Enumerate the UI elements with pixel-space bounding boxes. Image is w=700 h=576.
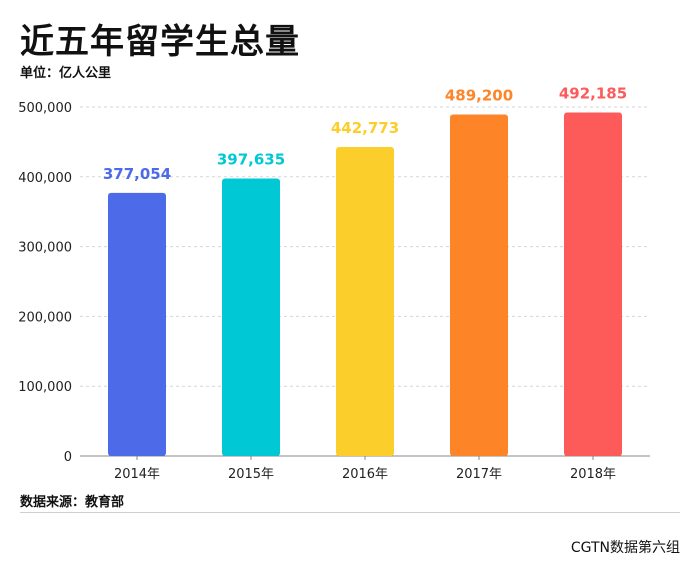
x-tick-label: 2018年 (570, 467, 616, 482)
data-label: 489,200 (445, 87, 513, 105)
y-tick-label: 500,000 (18, 101, 72, 116)
x-tick-label: 2016年 (342, 467, 388, 482)
y-tick-label: 200,000 (18, 310, 72, 325)
chart-title: 近五年留学生总量 (20, 22, 300, 62)
data-label: 492,185 (559, 84, 627, 102)
credit-label: CGTN数据第六组 (570, 540, 680, 556)
data-label: 442,773 (331, 119, 399, 137)
y-tick-label: 400,000 (18, 171, 72, 186)
y-tick-label: 100,000 (18, 380, 72, 395)
bar (450, 114, 508, 457)
y-tick-label: 0 (64, 450, 72, 465)
data-label: 397,635 (217, 150, 285, 168)
bar (108, 192, 166, 456)
bar-chart: 0 100,000 200,000 300,000 400,000 500,000 377,… (18, 84, 650, 482)
data-source: 数据来源：教育部 (20, 495, 125, 510)
bar (336, 146, 394, 456)
bar (564, 112, 622, 457)
y-tick-label: 300,000 (18, 241, 72, 256)
bar (222, 178, 280, 456)
x-tick-label: 2017年 (456, 467, 502, 482)
footer-divider (20, 512, 680, 513)
unit-label: 单位：亿人公里 (20, 66, 112, 81)
x-tick-label: 2014年 (114, 467, 160, 482)
x-tick-label: 2015年 (228, 467, 274, 482)
data-label: 377,054 (103, 165, 171, 183)
